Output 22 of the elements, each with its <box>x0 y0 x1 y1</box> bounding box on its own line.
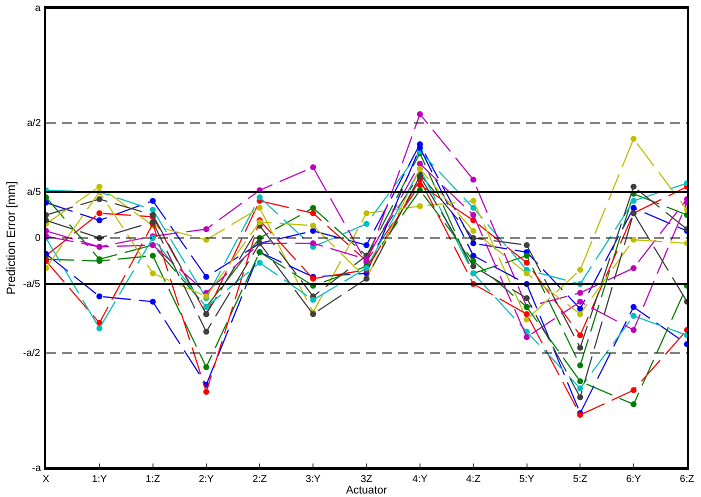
y-axis-title: Prediction Error [mm] <box>4 181 18 295</box>
ref-line-label: a <box>35 3 41 14</box>
x-tick-label: 3:Y <box>306 474 321 485</box>
x-axis-title: Actuator <box>346 484 388 497</box>
x-tick-label: 2:Y <box>198 474 214 485</box>
x-tick-label: 4:Y <box>412 474 428 485</box>
x-tick-label: 1:Z <box>146 474 160 485</box>
x-tick-label: 1:Y <box>92 474 108 485</box>
x-tick-label: 4:Z <box>466 474 481 485</box>
ref-line-label: -a/2 <box>23 348 41 359</box>
x-tick-label: 6:Y <box>626 474 642 485</box>
x-tick-label: 6:Z <box>680 474 694 485</box>
x-tick-label: 5:Y <box>519 474 535 485</box>
ref-line-label: a/2 <box>27 118 42 129</box>
x-tick-label: 3Z <box>360 474 372 485</box>
x-tick-label: 5:Z <box>572 474 588 485</box>
x-tick-label: 2:Z <box>252 474 267 485</box>
ref-line-label: 0 <box>35 233 41 244</box>
ref-line-label: a/5 <box>27 187 42 198</box>
ref-line-label: -a/5 <box>23 279 41 290</box>
ref-line-label: -a <box>32 463 42 474</box>
x-tick-label: X <box>42 474 50 485</box>
